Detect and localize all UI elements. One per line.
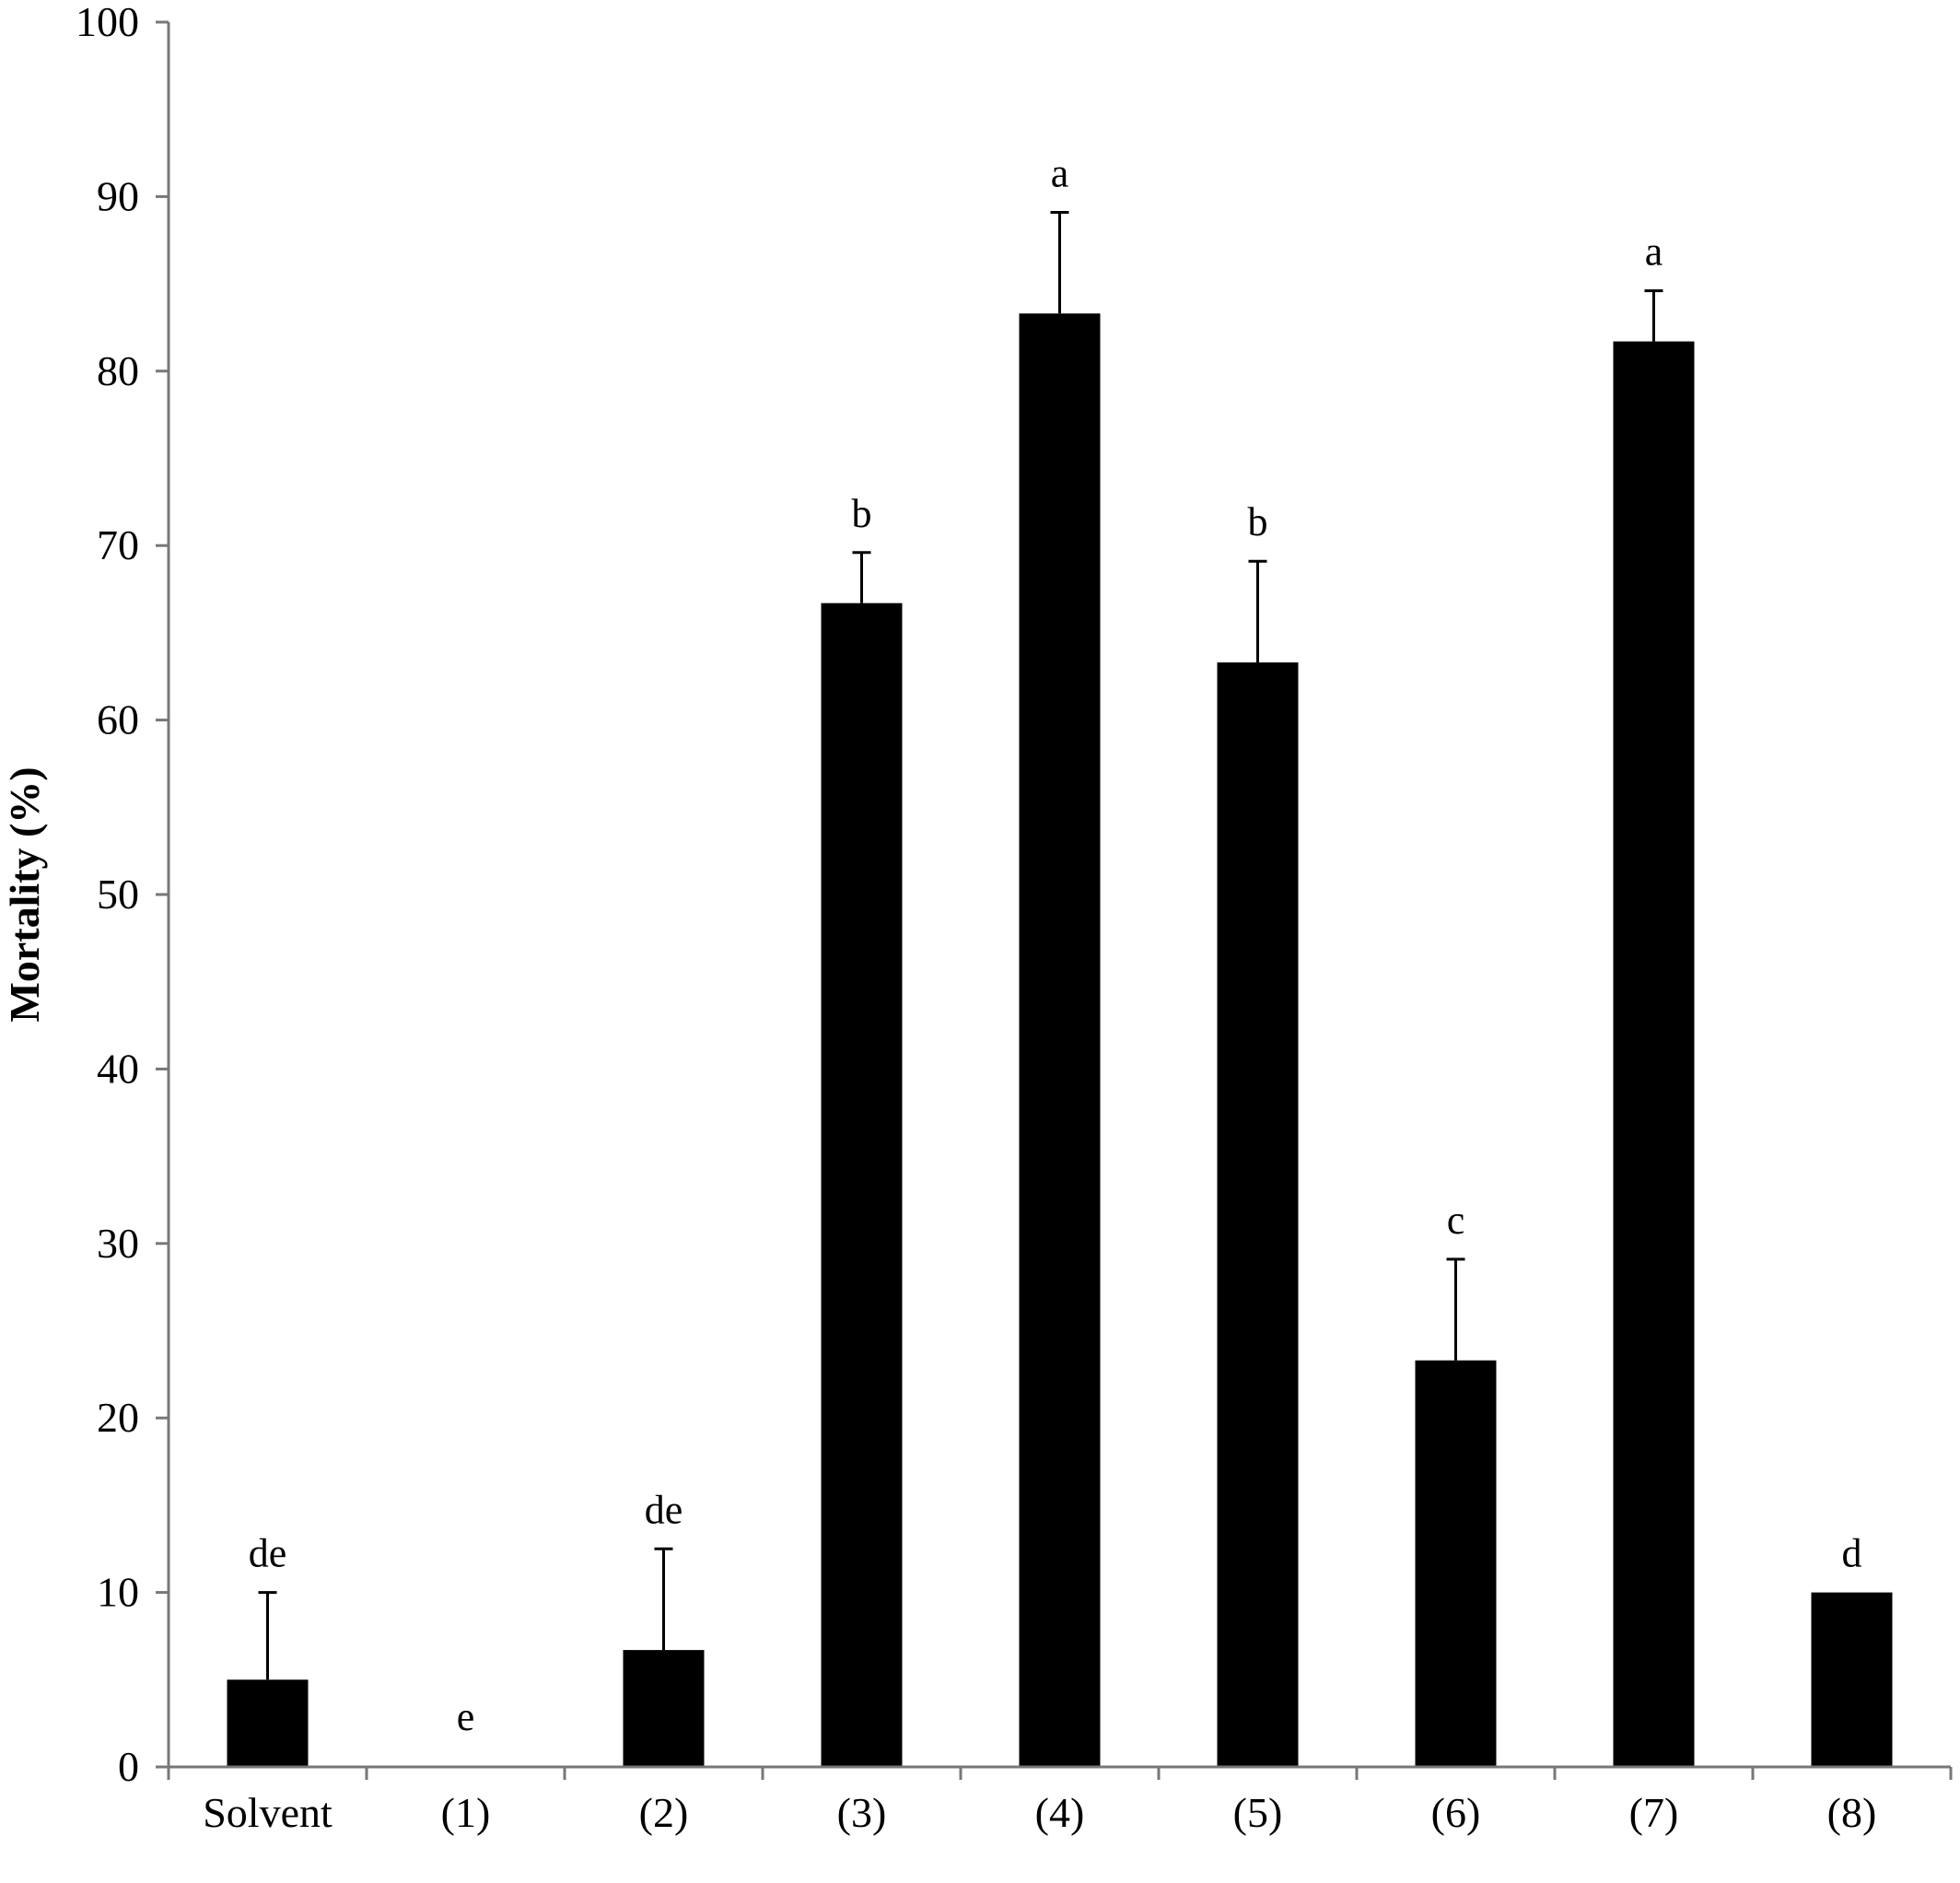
bar [1217, 662, 1299, 1767]
significance-label: de [645, 1487, 683, 1532]
y-tick-label: 30 [97, 1220, 139, 1267]
y-tick-label: 90 [97, 172, 139, 219]
significance-label: b [1248, 499, 1268, 544]
x-axis-ticks: Solvent (1) (2) (3) (4) (5) (6) (7) (8) [167, 1767, 1953, 1836]
bar [821, 602, 903, 1767]
significance-label: de [249, 1531, 287, 1576]
y-tick-label: 0 [118, 1743, 139, 1790]
x-tick-label: (7) [1629, 1789, 1679, 1836]
y-tick-label: 50 [97, 871, 139, 918]
bar [1415, 1360, 1497, 1767]
significance-label: e [457, 1694, 475, 1739]
y-tick-label: 20 [97, 1394, 139, 1441]
y-tick-label: 70 [97, 521, 139, 568]
bar [1811, 1592, 1893, 1767]
y-tick-label: 80 [97, 347, 139, 394]
bar [1613, 341, 1695, 1767]
significance-label: a [1051, 150, 1069, 195]
y-tick-label: 100 [76, 0, 139, 45]
x-tick-label: (8) [1827, 1789, 1877, 1836]
x-tick-label: (5) [1233, 1789, 1283, 1836]
bar [227, 1679, 309, 1767]
x-tick-label: (3) [837, 1789, 887, 1836]
y-axis-title: Mortality (%) [1, 766, 48, 1022]
x-tick-label: Solvent [203, 1789, 332, 1836]
x-tick-label: (6) [1431, 1789, 1481, 1836]
significance-label: b [852, 491, 872, 536]
bar [1019, 313, 1101, 1768]
x-tick-label: (2) [639, 1789, 689, 1836]
error-bars [258, 210, 1663, 1680]
bars [227, 313, 1893, 1768]
bar [623, 1650, 705, 1767]
y-tick-label: 10 [97, 1569, 139, 1616]
y-tick-label: 40 [97, 1045, 139, 1092]
x-tick-label: (1) [441, 1789, 491, 1836]
significance-label: a [1645, 229, 1663, 275]
x-tick-label: (4) [1035, 1789, 1085, 1836]
y-axis-ticks: 0 10 20 30 40 50 60 70 80 90 100 [76, 0, 169, 1790]
axes [167, 22, 1951, 1769]
y-tick-label: 60 [97, 696, 139, 743]
significance-label: d [1842, 1531, 1862, 1576]
significance-labels: de e de b a b c a d [249, 150, 1862, 1739]
significance-label: c [1447, 1198, 1465, 1243]
